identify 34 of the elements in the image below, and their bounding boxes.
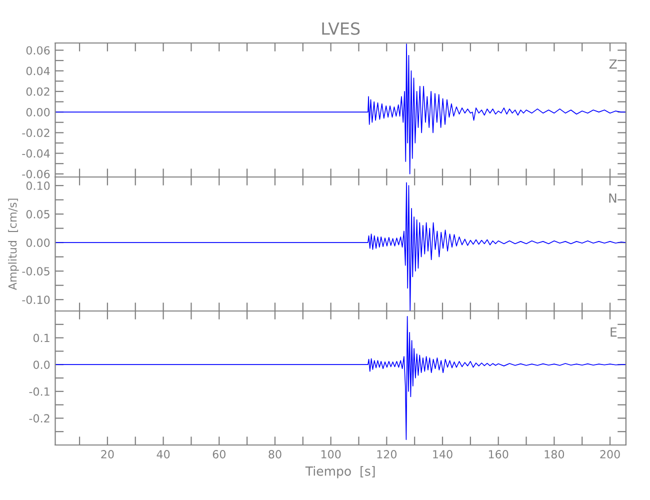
x-tick-label: 200 bbox=[600, 450, 620, 458]
annotation: N bbox=[609, 193, 616, 203]
y-axis-title: Amplitud [cm/s] bbox=[8, 198, 19, 290]
x-tick-label: 180 bbox=[544, 450, 564, 458]
x-tick-label: 80 bbox=[268, 450, 282, 458]
y-tick-label: 0.05 bbox=[26, 210, 50, 218]
y-tick-label: 0.00 bbox=[26, 108, 50, 116]
y-tick-label: -0.02 bbox=[22, 128, 50, 138]
y-tick-label: 0.0 bbox=[33, 360, 50, 369]
line-series bbox=[55, 316, 626, 440]
line-series bbox=[55, 44, 626, 174]
y-tick-label: -0.1 bbox=[29, 387, 50, 396]
y-tick-label: 0.00 bbox=[26, 238, 50, 247]
x-tick-label: 20 bbox=[101, 450, 114, 458]
y-tick-label: -0.04 bbox=[22, 149, 50, 158]
y-tick-label: -0.10 bbox=[22, 296, 50, 304]
x-tick-label: 40 bbox=[156, 450, 170, 458]
y-tick-label: 0.04 bbox=[26, 66, 50, 76]
y-tick-label: 0.10 bbox=[26, 182, 50, 190]
x-tick-label: 60 bbox=[212, 450, 226, 458]
x-axis-title: Tiempo [s] bbox=[305, 466, 375, 478]
y-tick-label: 0.06 bbox=[26, 46, 50, 55]
y-tick-label: 0.1 bbox=[33, 334, 50, 342]
x-tick-label: 120 bbox=[377, 450, 397, 458]
y-tick-label: 0.02 bbox=[26, 87, 50, 96]
x-tick-label: 160 bbox=[488, 450, 508, 458]
y-tick-label: -0.06 bbox=[22, 170, 50, 178]
x-tick-label: 140 bbox=[433, 450, 452, 458]
y-tick-label: -0.05 bbox=[22, 267, 50, 276]
annotation: Z bbox=[609, 59, 617, 69]
x-tick-label: 100 bbox=[321, 450, 341, 458]
chart-title: LVES bbox=[322, 22, 360, 35]
y-tick-label: -0.2 bbox=[29, 414, 50, 423]
annotation: E bbox=[610, 327, 617, 337]
